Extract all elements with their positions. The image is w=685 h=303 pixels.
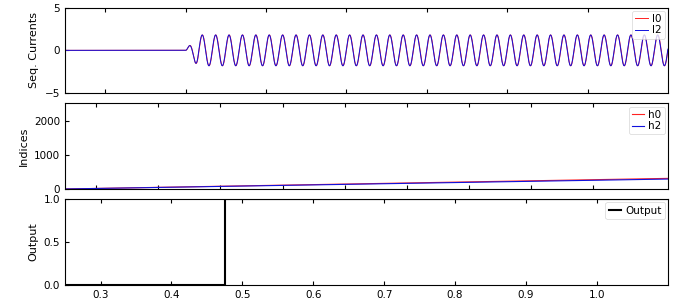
Legend: Output: Output: [606, 202, 664, 219]
h2: [319, 183, 327, 187]
I0: [61, 48, 69, 52]
Output: [221, 198, 229, 201]
I2: [61, 48, 69, 52]
h0: [664, 177, 672, 180]
I2: [91, 48, 99, 52]
Line: I2: I2: [65, 35, 668, 66]
I0: [527, 64, 535, 68]
h2: [292, 183, 300, 187]
I2: [279, 34, 288, 38]
h2: [652, 178, 660, 181]
I2: [238, 33, 247, 37]
I2: [444, 58, 452, 62]
Line: I0: I0: [65, 35, 668, 66]
I0: [91, 48, 99, 52]
h0: [292, 183, 300, 187]
Y-axis label: Indices: Indices: [18, 127, 29, 166]
I2: [508, 38, 516, 42]
h2: [587, 178, 595, 182]
Legend: I0, I2: I0, I2: [632, 11, 664, 38]
Text: (a): (a): [358, 129, 375, 142]
h0: [587, 178, 595, 181]
I2: [418, 61, 426, 64]
Line: Output: Output: [65, 199, 668, 285]
h0: [61, 187, 69, 191]
Y-axis label: Seq. Currents: Seq. Currents: [29, 12, 39, 88]
h0: [319, 183, 327, 186]
Output: [664, 198, 672, 201]
Line: h0: h0: [65, 178, 668, 189]
h2: [166, 185, 174, 189]
h2: [129, 186, 138, 190]
I2: [540, 64, 548, 67]
h0: [129, 186, 138, 190]
I0: [540, 64, 549, 67]
I0: [198, 33, 206, 37]
Text: (b): (b): [358, 225, 375, 238]
Text: time (sec): time (sec): [338, 117, 395, 127]
Output: [221, 283, 229, 287]
I0: [444, 57, 452, 61]
h0: [652, 177, 660, 180]
I0: [508, 37, 516, 41]
Line: h2: h2: [65, 179, 668, 189]
I2: [566, 64, 575, 68]
Y-axis label: Output: Output: [28, 223, 38, 261]
h2: [664, 177, 672, 181]
I2: [664, 47, 672, 51]
Output: [61, 283, 69, 287]
I0: [418, 60, 426, 64]
h2: [61, 187, 69, 191]
I0: [664, 48, 672, 52]
I0: [279, 34, 288, 38]
Text: time (sec): time (sec): [338, 213, 395, 223]
Legend: h0, h2: h0, h2: [629, 107, 664, 134]
h0: [166, 185, 174, 189]
